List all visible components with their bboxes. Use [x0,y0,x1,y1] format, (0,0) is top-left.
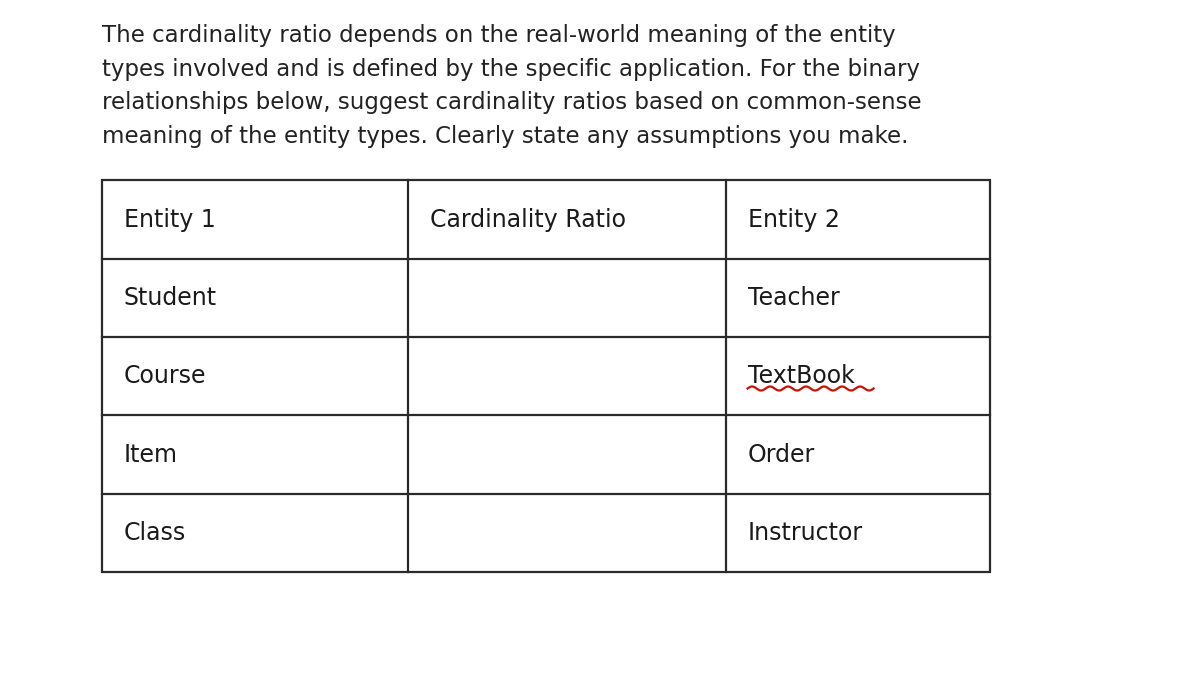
Text: Class: Class [124,521,186,545]
Text: Student: Student [124,286,217,310]
Text: The cardinality ratio depends on the real-world meaning of the entity
types invo: The cardinality ratio depends on the rea… [102,24,922,148]
Text: Item: Item [124,443,178,466]
Text: Course: Course [124,364,206,388]
Text: Entity 1: Entity 1 [124,208,215,232]
Text: Order: Order [748,443,815,466]
Text: Entity 2: Entity 2 [748,208,840,232]
Text: Cardinality Ratio: Cardinality Ratio [430,208,625,232]
Text: Teacher: Teacher [748,286,839,310]
Text: Instructor: Instructor [748,521,863,545]
Text: TextBook: TextBook [748,364,854,388]
